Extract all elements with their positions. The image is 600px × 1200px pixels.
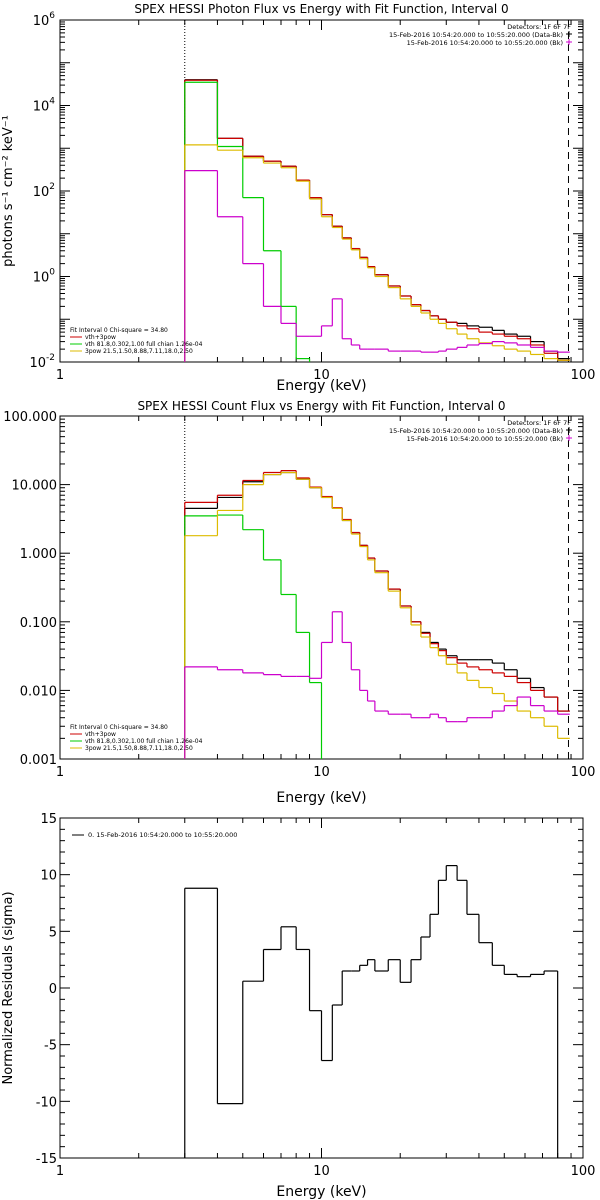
y-tick-label: 1.000 (20, 547, 57, 562)
y-tick-base: 10 (29, 356, 46, 371)
plot-frame (59, 19, 584, 363)
chart-title: SPEX HESSI Photon Flux vs Energy with Fi… (134, 2, 508, 16)
x-tick-label: 100 (571, 1164, 596, 1179)
y-tick-exp: 0 (49, 268, 55, 278)
plot-frame (59, 817, 584, 1159)
legend-top-entry: 15-Feb-2016 10:54:20.000 to 10:55:20.000… (407, 39, 563, 47)
y-tick-label: 0.100 (20, 616, 57, 631)
y-tick-label: 10 (40, 869, 57, 884)
y-tick-label: 5 (49, 925, 57, 940)
y-axis-label: photons s⁻¹ cm⁻² keV⁻¹ (1, 115, 16, 267)
x-tick-label: 10 (313, 765, 330, 780)
y-tick-label: 104 (33, 97, 56, 115)
legend-residual-entry: 0. 15-Feb-2016 10:54:20.000 to 10:55:20.… (88, 831, 237, 839)
x-axis-label: Energy (keV) (276, 378, 366, 394)
y-tick-label: 106 (33, 11, 56, 29)
y-tick-label: -15 (36, 1152, 57, 1167)
legend-top-entry: Detectors: 1F 6F 7F (507, 419, 571, 427)
series-2 (184, 469, 570, 759)
y-tick-label: 15 (40, 812, 57, 827)
legend-bottom-entry: vth+3pow (85, 334, 116, 341)
legend-bottom-entry: vth 81.8,0.302,1.00 full chian 1.26e-04 (85, 738, 203, 745)
y-tick-base: 10 (33, 100, 50, 115)
y-tick-label: 0.001 (20, 753, 57, 768)
y-tick-exp: 2 (49, 182, 55, 192)
x-tick-label: 1 (56, 368, 64, 383)
y-axis-label: Normalized Residuals (sigma) (1, 891, 16, 1084)
legend-bottom-entry: vth+3pow (85, 731, 116, 738)
chart-panel-3: 1 10 100 Energy (keV) -15 -10 -5 0 5 10 15 Normaliz… (1, 812, 595, 1200)
x-axis-label: Energy (keV) (276, 790, 366, 806)
legend-top-entry: 15-Feb-2016 10:54:20.000 to 10:55:20.000… (407, 435, 563, 443)
x-tick-label: 1 (56, 765, 64, 780)
x-tick-label: 1 (56, 1164, 64, 1179)
y-tick-label: 10.000 (12, 479, 58, 494)
legend-top-entry: 15-Feb-2016 10:54:20.000 to 10:55:20.000… (389, 427, 563, 435)
legend-bottom-entry: vth 81.8,0.302,1.00 full chian 1.26e-04 (85, 341, 203, 348)
y-tick-label: 0.010 (20, 684, 57, 699)
x-tick-label: 10 (313, 368, 330, 383)
legend-bottom-entry: Fit Interval 0 Chi-square = 34.80 (70, 327, 168, 334)
legend-bottom-entry: 3pow 21.5,1.50,8.88,7.11,18.0,2.50 (85, 348, 193, 355)
legend-top-entry: 15-Feb-2016 10:54:20.000 to 10:55:20.000… (389, 31, 563, 39)
y-tick-label: 100 (33, 268, 56, 286)
y-tick-label: 102 (33, 182, 55, 200)
chart-title: SPEX HESSI Count Flux vs Energy with Fit… (137, 399, 505, 413)
y-tick-label: 0 (49, 982, 57, 997)
series-3 (184, 514, 323, 759)
y-tick-base: 10 (33, 185, 50, 200)
x-tick-label: 100 (571, 765, 596, 780)
chart-panel-1: SPEX HESSI Photon Flux vs Energy with Fi… (1, 2, 596, 394)
series-group (184, 79, 570, 362)
legend-bottom-entry: 3pow 21.5,1.50,8.88,7.11,18.0,2.50 (85, 745, 193, 752)
y-tick-exp: -2 (46, 353, 55, 363)
x-axis-label: Energy (keV) (276, 1184, 366, 1200)
series-group (184, 469, 570, 759)
y-tick-base: 10 (33, 271, 50, 286)
series-5 (184, 611, 570, 759)
series-5 (184, 170, 570, 362)
series-1 (184, 864, 570, 1158)
x-tick-label: 10 (313, 1164, 330, 1179)
y-tick-label: 10-2 (29, 353, 55, 371)
y-tick-exp: 4 (49, 97, 55, 107)
y-tick-label: -5 (44, 1039, 57, 1054)
y-tick-exp: 6 (49, 11, 55, 21)
x-tick-label: 100 (571, 368, 596, 383)
chart-panel-2: SPEX HESSI Count Flux vs Energy with Fit… (3, 399, 595, 806)
series-group (184, 864, 570, 1158)
y-tick-base: 10 (33, 14, 50, 29)
legend-top-entry: Detectors: 1F 6F 7F (507, 23, 571, 31)
series-4 (184, 471, 570, 759)
series-3 (184, 81, 311, 362)
legend-bottom-entry: Fit Interval 0 Chi-square = 34.80 (70, 724, 168, 731)
y-tick-label: 100.000 (3, 410, 57, 425)
y-tick-label: -10 (36, 1095, 57, 1110)
